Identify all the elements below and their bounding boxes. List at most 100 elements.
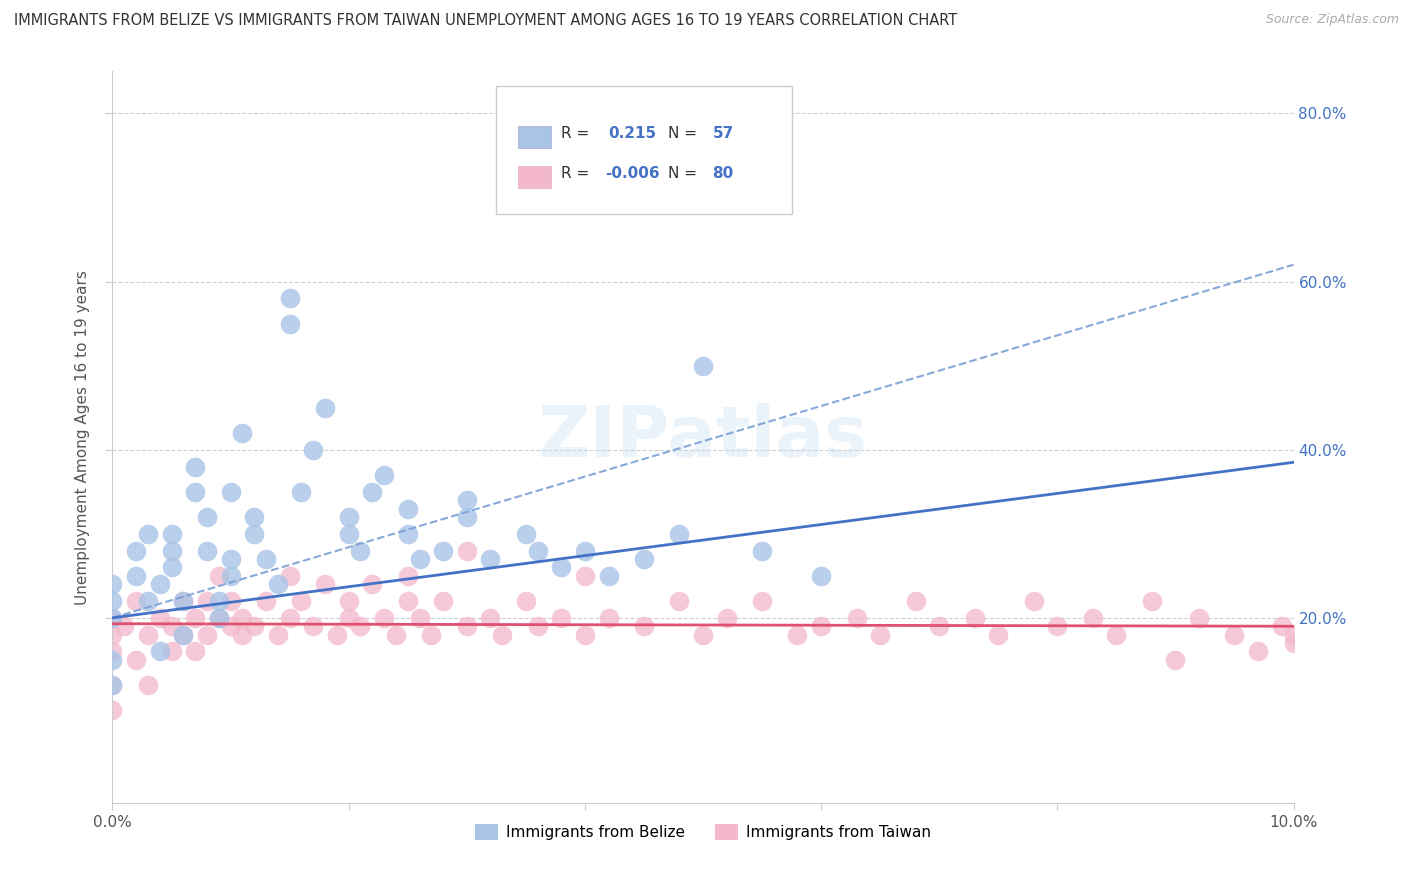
Point — [195, 627, 218, 641]
Point — [633, 552, 655, 566]
Text: -0.006: -0.006 — [605, 167, 659, 181]
Point — [456, 510, 478, 524]
Point — [278, 569, 301, 583]
Point — [396, 594, 419, 608]
Text: R =: R = — [561, 167, 589, 181]
Point — [1081, 611, 1104, 625]
Point — [136, 627, 159, 641]
Point — [928, 619, 950, 633]
Point — [160, 543, 183, 558]
Point — [326, 627, 349, 641]
FancyBboxPatch shape — [517, 127, 551, 148]
Point — [101, 594, 124, 608]
Point — [101, 678, 124, 692]
Point — [396, 569, 419, 583]
Point — [243, 619, 266, 633]
Point — [231, 627, 253, 641]
Point — [267, 627, 290, 641]
Point — [668, 594, 690, 608]
Point — [574, 569, 596, 583]
Point — [420, 627, 443, 641]
Point — [219, 552, 242, 566]
Point — [1046, 619, 1069, 633]
Point — [432, 594, 454, 608]
Point — [208, 611, 231, 625]
Point — [172, 627, 194, 641]
Point — [314, 401, 336, 415]
Point — [184, 611, 207, 625]
Point — [195, 543, 218, 558]
Point — [314, 577, 336, 591]
Point — [349, 619, 371, 633]
Point — [479, 552, 502, 566]
Point — [136, 678, 159, 692]
Point — [125, 594, 148, 608]
Point — [254, 594, 277, 608]
Point — [231, 425, 253, 440]
Point — [408, 611, 430, 625]
Point — [810, 569, 832, 583]
Point — [208, 569, 231, 583]
Point — [633, 619, 655, 633]
Point — [184, 459, 207, 474]
Point — [267, 577, 290, 591]
Point — [668, 526, 690, 541]
Point — [491, 627, 513, 641]
Point — [1022, 594, 1045, 608]
Point — [219, 569, 242, 583]
Point — [219, 484, 242, 499]
Point — [290, 594, 312, 608]
Point — [810, 619, 832, 633]
Point — [550, 560, 572, 574]
Point — [574, 543, 596, 558]
Point — [456, 543, 478, 558]
Point — [101, 653, 124, 667]
Point — [149, 611, 172, 625]
Point — [1140, 594, 1163, 608]
Point — [125, 569, 148, 583]
Point — [1282, 627, 1305, 641]
Point — [195, 510, 218, 524]
Point — [101, 678, 124, 692]
Point — [692, 359, 714, 373]
Point — [172, 627, 194, 641]
Point — [172, 594, 194, 608]
Point — [243, 510, 266, 524]
Point — [574, 627, 596, 641]
Text: ZIPatlas: ZIPatlas — [538, 402, 868, 472]
Point — [208, 611, 231, 625]
Point — [1105, 627, 1128, 641]
Point — [149, 577, 172, 591]
Point — [184, 644, 207, 658]
Point — [302, 619, 325, 633]
FancyBboxPatch shape — [496, 86, 792, 214]
Point — [160, 644, 183, 658]
Text: N =: N = — [668, 127, 696, 141]
Point — [396, 526, 419, 541]
Point — [751, 594, 773, 608]
Text: 57: 57 — [713, 127, 734, 141]
Point — [1271, 619, 1294, 633]
Point — [101, 577, 124, 591]
Point — [869, 627, 891, 641]
Point — [1188, 611, 1211, 625]
Point — [208, 594, 231, 608]
Point — [1223, 627, 1246, 641]
Point — [456, 619, 478, 633]
Point — [278, 291, 301, 305]
Point — [479, 611, 502, 625]
Point — [337, 526, 360, 541]
Point — [278, 317, 301, 331]
Point — [337, 611, 360, 625]
Point — [692, 627, 714, 641]
Point — [125, 543, 148, 558]
Point — [337, 594, 360, 608]
Point — [302, 442, 325, 457]
Point — [361, 577, 384, 591]
Point — [101, 611, 124, 625]
Point — [598, 569, 620, 583]
Text: 80: 80 — [713, 167, 734, 181]
Point — [195, 594, 218, 608]
Point — [172, 594, 194, 608]
Point — [987, 627, 1010, 641]
